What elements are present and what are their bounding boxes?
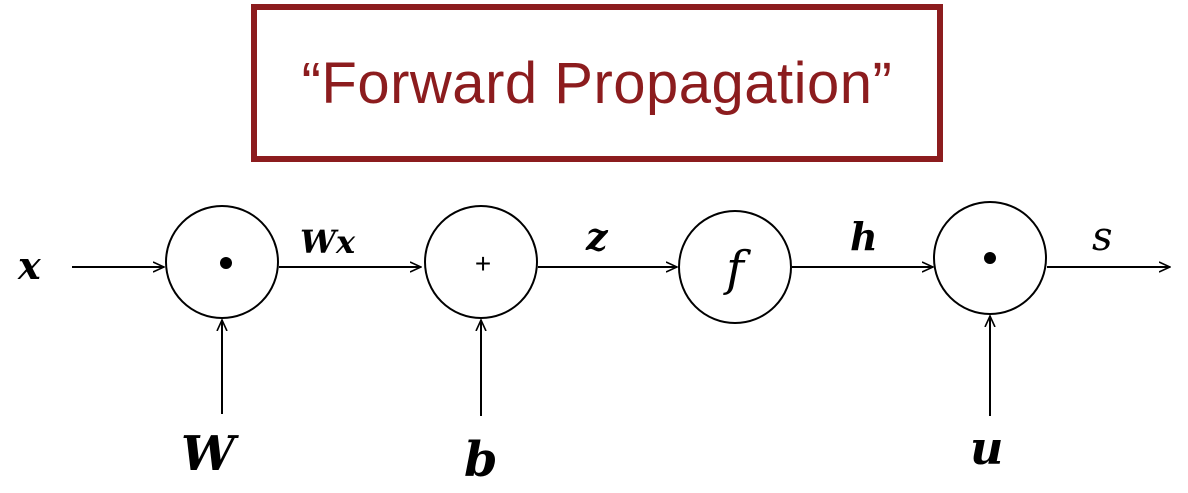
label-h: h [850,214,878,259]
label-z: z [585,214,609,259]
title-box: “Forward Propagation” [251,4,943,162]
node-add [424,205,538,319]
label-W: W [181,426,239,482]
label-x: x [17,243,42,288]
node-f [678,210,792,324]
node-add-symbol: + [475,248,491,279]
page-title: “Forward Propagation” [301,50,893,116]
label-u: u [970,421,1003,475]
node-mul1-dot [220,257,232,269]
label-Wx: Wx [300,223,356,261]
node-mul2-dot [984,252,996,264]
label-b: b [464,432,498,488]
label-s: s [1092,214,1113,260]
